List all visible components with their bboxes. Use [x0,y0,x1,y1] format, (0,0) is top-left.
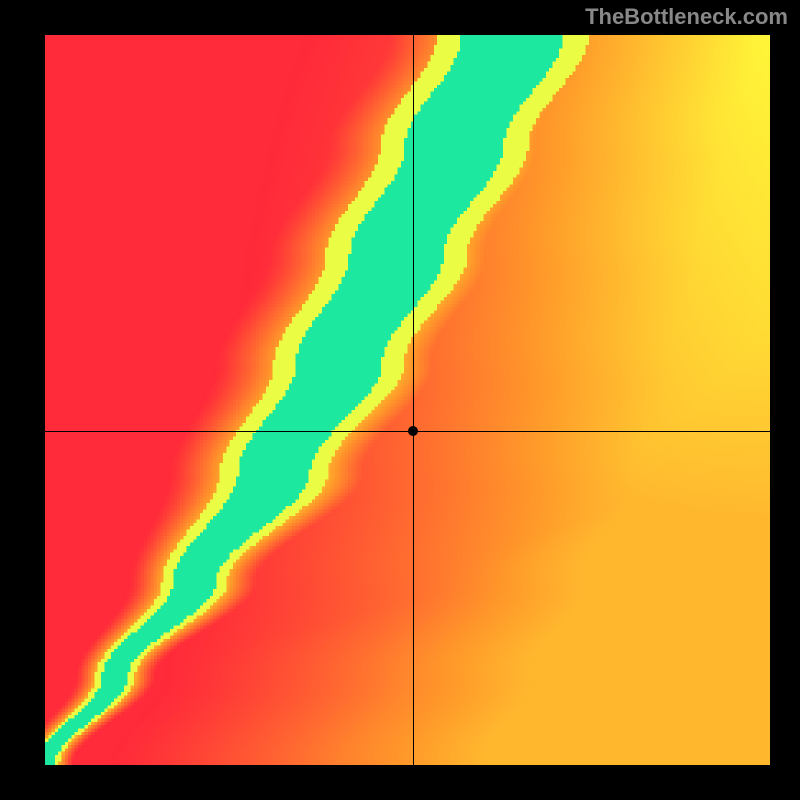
watermark-text: TheBottleneck.com [585,4,788,30]
crosshair-vertical [413,35,414,765]
crosshair-marker [408,426,418,436]
heatmap-canvas-wrap [45,35,770,765]
heatmap-chart [45,35,770,765]
heatmap-canvas [45,35,770,765]
